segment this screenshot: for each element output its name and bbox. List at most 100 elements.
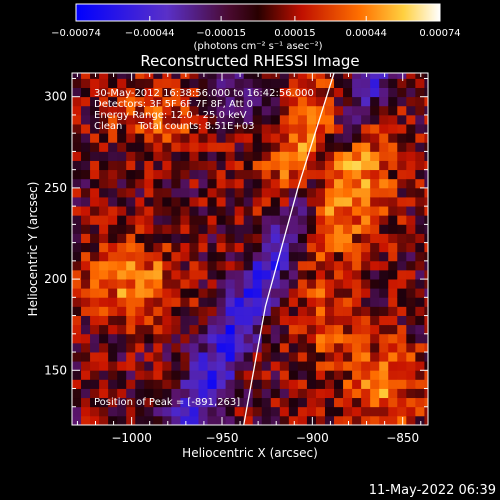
heatmap-cell [261,406,272,417]
heatmap-cell [261,169,272,180]
heatmap-cell [397,224,407,234]
heatmap-cell [370,406,380,417]
heatmap-cell [361,324,371,335]
heatmap-cell [270,96,281,107]
heatmap-cell [315,306,326,316]
heatmap-cell [243,96,254,107]
heatmap-cell [243,415,254,425]
heatmap-cell [343,114,353,125]
heatmap-cell [324,124,335,134]
heatmap-cell [234,114,245,125]
heatmap-cell [279,315,290,326]
heatmap-cell [261,251,272,262]
heatmap-cell [424,142,428,152]
heatmap-cell [270,352,281,362]
heatmap-cell [117,388,127,399]
heatmap-cell [424,361,428,371]
heatmap-cell [361,224,371,234]
heatmap-cell [108,306,118,316]
heatmap-cell [117,178,127,189]
heatmap-cell [297,242,308,253]
x-axis: −1000 −950 −900 −850 [76,73,422,445]
heatmap-cell [162,96,172,107]
heatmap-cell [144,151,154,161]
heatmap-cell [162,133,172,143]
heatmap-cell [415,142,425,152]
heatmap-cell [379,87,389,98]
heatmap-cell [406,297,416,307]
heatmap-cell [406,96,416,107]
heatmap-cell [162,114,172,125]
heatmap-cell [334,206,344,216]
heatmap-cell [324,297,335,307]
heatmap-cell [270,333,281,344]
heatmap-cell [297,315,308,326]
heatmap-cell [306,397,317,408]
heatmap-cell [243,288,254,298]
heatmap-cell [261,370,272,380]
heatmap-cell [252,96,263,107]
heatmap-cell [397,260,407,271]
heatmap-cell [189,197,199,207]
heatmap-cell [108,178,118,189]
heatmap-cell [135,178,145,189]
heatmap-cell [297,187,308,198]
heatmap-cell [225,361,236,371]
heatmap-cell [415,215,425,225]
y-axis-label: Heliocentric Y (arcsec) [26,182,40,317]
heatmap-cell [370,133,380,143]
heatmap-cell [153,160,163,171]
heatmap-cell [424,269,428,280]
heatmap-cell [288,315,299,326]
heatmap-cell [99,406,109,417]
heatmap-cell [207,242,217,253]
heatmap-cell [270,73,281,79]
heatmap-cell [135,406,145,417]
heatmap-cell [216,78,227,88]
heatmap-cell [144,73,154,79]
heatmap-cell [234,352,245,362]
heatmap-cell [370,142,380,152]
heatmap-cell [72,151,82,161]
heatmap-cell [370,73,380,79]
heatmap-cell [297,269,308,280]
heatmap-cell [135,242,145,253]
heatmap-cell [243,169,254,180]
heatmap-cell [261,233,272,244]
heatmap-cell [279,105,290,116]
heatmap-cell [334,297,344,307]
heatmap-cell [361,133,371,143]
heatmap-cell [306,151,317,161]
heatmap-cell [379,233,389,244]
heatmap-cell [81,315,91,326]
heatmap-cell [162,324,172,335]
heatmap-cell [252,260,263,271]
heatmap-cell [126,370,136,380]
heatmap-cell [126,397,136,408]
heatmap-cell [243,133,254,143]
y-tick-label: 200 [44,272,67,286]
heatmap-cell [207,96,217,107]
heatmap-cell [424,306,428,316]
heatmap-cell [153,297,163,307]
heatmap-cell [216,124,227,134]
heatmap-cell [361,315,371,326]
heatmap-cell [306,297,317,307]
heatmap-cell [243,297,254,307]
heatmap-cell [99,415,109,425]
heatmap-cell [288,224,299,234]
heatmap-cell [144,388,154,399]
heatmap-cell [162,260,172,271]
heatmap-cell [162,151,172,161]
heatmap-cell [162,269,172,280]
heatmap-cell [388,73,398,79]
heatmap-cell [279,306,290,316]
heatmap-cell [361,178,371,189]
heatmap-cell [297,397,308,408]
heatmap-cell [171,242,181,253]
heatmap-cell [261,215,272,225]
heatmap-cell [135,352,145,362]
heatmap-cell [81,288,91,298]
heatmap-cell [279,197,290,207]
heatmap-cell [306,114,317,125]
